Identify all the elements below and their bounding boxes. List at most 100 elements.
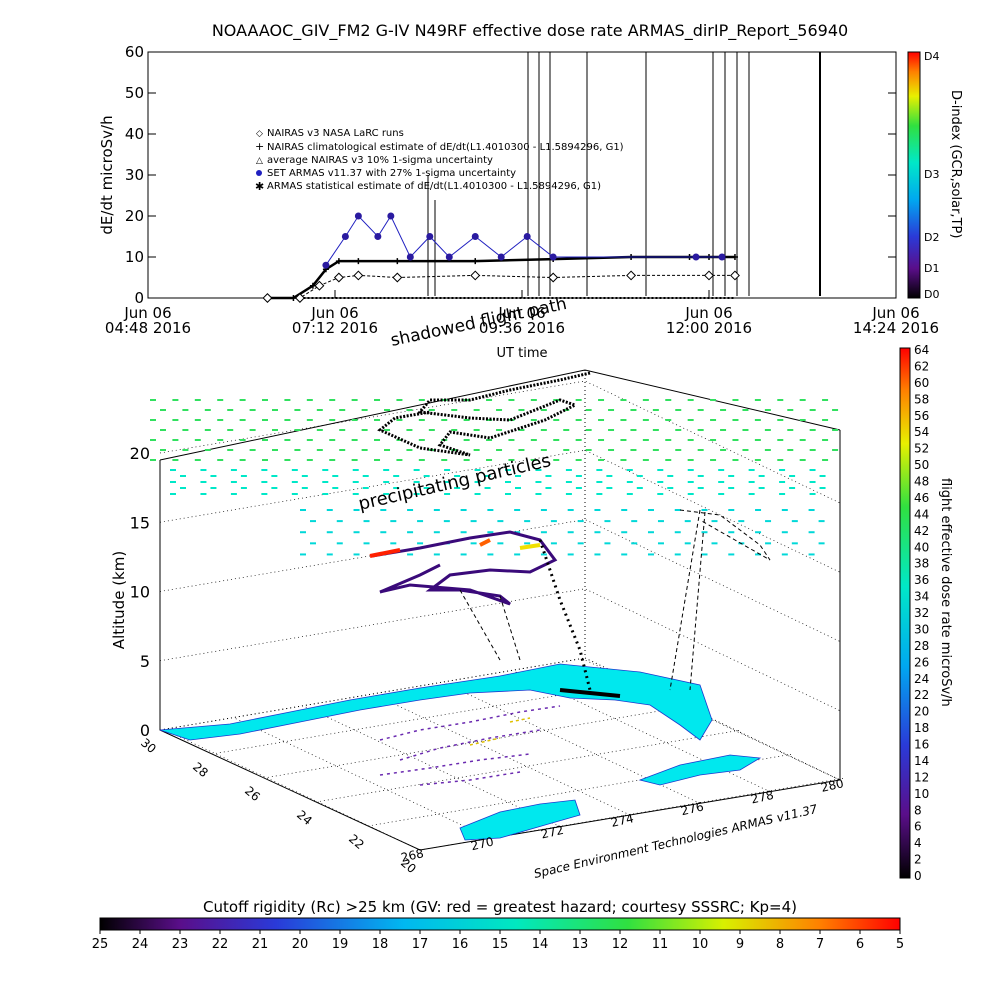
lat-tick-label: 28 bbox=[190, 760, 211, 781]
track-red-segment bbox=[369, 548, 401, 558]
series-point bbox=[394, 258, 401, 265]
x-tick-label: 09:36 2016 bbox=[479, 319, 565, 337]
series-point bbox=[470, 270, 481, 281]
rigidity-tick-label: 20 bbox=[292, 937, 309, 952]
dose-tick-label: 38 bbox=[914, 557, 929, 571]
series-point bbox=[335, 258, 342, 265]
legend-entry-set-armas: SET ARMAS v11.37 with 27% 1-sigma uncert… bbox=[267, 168, 516, 179]
rigidity-tick-label: 22 bbox=[212, 937, 229, 952]
legend-symbol-asterisk: ✱ bbox=[255, 180, 264, 193]
dose-tick-label: 22 bbox=[914, 688, 929, 702]
series-point bbox=[387, 212, 395, 220]
series-point bbox=[692, 253, 700, 261]
z-tick-labels: 0 5 10 15 20 bbox=[130, 444, 150, 740]
high-track bbox=[377, 371, 591, 457]
dose-tick-label: 36 bbox=[914, 573, 929, 587]
series-point bbox=[731, 254, 738, 260]
rigidity-tick-label: 9 bbox=[736, 937, 744, 952]
land-cyan bbox=[159, 663, 762, 841]
series-point bbox=[341, 233, 349, 240]
z-tick-label: 15 bbox=[130, 513, 150, 532]
rigidity-tick-label: 8 bbox=[776, 937, 784, 952]
z-tick-label: 20 bbox=[130, 444, 150, 463]
track-red-segment bbox=[479, 538, 491, 547]
series-point bbox=[548, 272, 559, 283]
lon-gridline bbox=[514, 671, 771, 792]
lat-gridline bbox=[159, 657, 586, 731]
ground-track bbox=[379, 705, 561, 786]
lon-tick-label: 278 bbox=[750, 788, 775, 807]
d-index-colorbar bbox=[907, 51, 921, 299]
rigidity-tick-label: 13 bbox=[572, 937, 589, 952]
dose-colorbar bbox=[899, 347, 911, 879]
series-layer bbox=[262, 212, 740, 303]
series-point bbox=[333, 272, 344, 283]
series-point bbox=[392, 272, 403, 283]
dose-tick-label: 20 bbox=[914, 705, 929, 719]
z-tick-label: 10 bbox=[130, 583, 150, 602]
series-point bbox=[374, 233, 382, 240]
d-index-tick: D0 bbox=[924, 288, 939, 301]
series-point bbox=[704, 270, 714, 281]
series-point bbox=[549, 253, 557, 261]
precipitating-particle-field bbox=[150, 399, 839, 556]
rigidity-tick-label: 25 bbox=[92, 937, 109, 952]
3d-box bbox=[159, 369, 841, 851]
rigidity-tick-label: 23 bbox=[172, 937, 189, 952]
rigidity-ticks: 25 24 23 22 21 20 19 18 17 16 15 14 13 12 11 10 9 8 7 6 5 bbox=[92, 930, 904, 952]
dose-tick-label: 52 bbox=[914, 442, 929, 456]
flight-track bbox=[369, 371, 771, 786]
x-tick-label: Jun 06 bbox=[871, 304, 919, 322]
series-point bbox=[718, 253, 726, 261]
lon-tick-label: 270 bbox=[470, 834, 495, 853]
y-tick-label: 20 bbox=[125, 207, 144, 225]
legend-symbol-diamond: ◇ bbox=[256, 129, 263, 139]
legend-symbol-plus: + bbox=[255, 140, 264, 153]
rigidity-colorbar bbox=[99, 917, 901, 931]
figure-title: NOAAAOC_GIV_FM2 G-IV N49RF effective dos… bbox=[212, 21, 848, 41]
d-index-tick: D3 bbox=[924, 168, 939, 181]
rigidity-tick-label: 24 bbox=[132, 937, 149, 952]
dose-tick-label: 32 bbox=[914, 606, 929, 620]
y-tick-label: 50 bbox=[125, 84, 144, 102]
z-axis-label: Altitude (km) bbox=[110, 551, 128, 649]
dose-tick-label: 50 bbox=[914, 458, 929, 472]
lon-gridline bbox=[164, 729, 421, 851]
dose-tick-label: 18 bbox=[914, 721, 929, 735]
y-tick-marks bbox=[147, 51, 897, 299]
series-point bbox=[730, 270, 740, 281]
lat-tick-label: 22 bbox=[346, 832, 367, 853]
d-index-tick: D1 bbox=[924, 262, 939, 275]
series-point bbox=[626, 270, 637, 281]
dose-tick-label: 10 bbox=[914, 787, 929, 801]
dose-tick-label: 54 bbox=[914, 425, 929, 439]
series-line bbox=[325, 214, 722, 266]
dose-tick-label: 24 bbox=[914, 672, 929, 686]
z-tick-label: 5 bbox=[140, 652, 150, 671]
rigidity-tick-label: 15 bbox=[492, 937, 509, 952]
legend-entry-armas-statistical: ARMAS statistical estimate of dE/dt(L1.4… bbox=[267, 181, 601, 192]
dose-colorbar-ticks: 0246810121416182022242628303234363840424… bbox=[914, 343, 929, 883]
series-point bbox=[497, 253, 505, 261]
dose-tick-label: 58 bbox=[914, 392, 929, 406]
series-point bbox=[294, 293, 305, 303]
z-gridline bbox=[159, 519, 841, 642]
x-tick-label: Jun 06 bbox=[684, 304, 732, 322]
3d-gridlines bbox=[159, 380, 846, 851]
legend: ◇ NAIRAS v3 NASA LaRC runs + NAIRAS clim… bbox=[255, 128, 624, 193]
series-point bbox=[472, 258, 479, 265]
legend-entry-nairas-uncertainty: average NAIRAS v3 10% 1-sigma uncertaint… bbox=[267, 155, 493, 166]
track-yellow-segment bbox=[519, 543, 541, 550]
series-point bbox=[353, 270, 364, 281]
legend-symbol-dot bbox=[256, 170, 262, 176]
d-index-tick: D2 bbox=[924, 231, 939, 244]
x-axis-label: UT time bbox=[497, 346, 548, 361]
series-point bbox=[355, 258, 362, 265]
y-tick-label: 10 bbox=[125, 248, 144, 266]
series-point bbox=[322, 261, 330, 269]
lon-tick-labels: 268 270 272 274 276 278 280 bbox=[400, 776, 845, 865]
rigidity-tick-label: 19 bbox=[332, 937, 349, 952]
